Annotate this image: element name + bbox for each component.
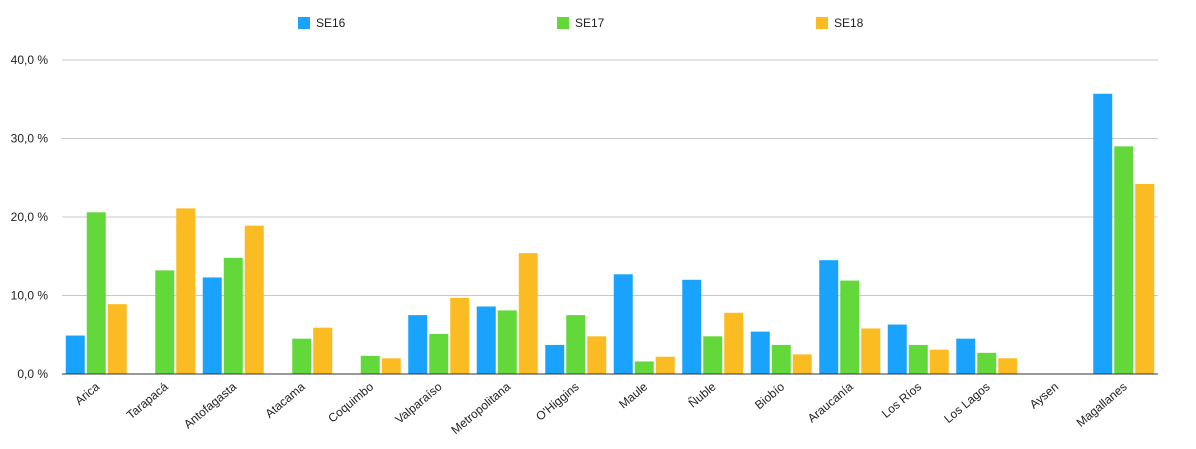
bar-se16-10 (750, 331, 770, 374)
bar-se16-9 (682, 279, 702, 374)
bar-se16-5 (408, 315, 428, 374)
bar-se17-7 (566, 315, 586, 374)
legend-label-se18: SE18 (834, 16, 864, 30)
bar-se16-7 (545, 344, 565, 374)
y-tick-label: 40,0 % (11, 53, 49, 67)
bar-se16-8 (613, 274, 633, 374)
x-category-label: Los Ríos (879, 380, 924, 421)
bar-se17-15 (1114, 146, 1134, 374)
x-category-label: Araucanía (805, 379, 856, 425)
bar-se18-11 (861, 328, 881, 374)
x-category-label: Magallanes (1074, 380, 1130, 430)
y-tick-label: 0,0 % (17, 367, 48, 381)
gridlines (62, 59, 1158, 296)
x-category-label: Aysen (1027, 380, 1061, 412)
x-category-label: Coquimbo (325, 379, 376, 425)
legend-swatch-se16 (298, 17, 310, 29)
legend: SE16 SE17 SE18 (298, 16, 864, 30)
y-tick-label: 30,0 % (11, 132, 49, 146)
bar-se17-5 (429, 333, 449, 374)
x-category-label: Atacama (262, 379, 308, 420)
bar-se17-12 (908, 344, 928, 374)
bar-se16-13 (956, 338, 976, 374)
bar-se16-6 (476, 306, 496, 374)
bar-se18-10 (792, 354, 812, 374)
x-axis-labels: Arica Tarapacá Antofagasta Atacama Coquimbo V… (72, 379, 1129, 437)
bar-se18-7 (587, 336, 607, 374)
bar-se17-10 (771, 344, 791, 374)
bar-se16-0 (65, 335, 85, 374)
legend-label-se16: SE16 (316, 16, 346, 30)
bar-se17-11 (840, 280, 860, 374)
bar-se17-8 (634, 361, 654, 374)
x-category-label: Arica (72, 379, 102, 408)
bar-se16-15 (1093, 93, 1113, 374)
bar-se16-12 (887, 324, 907, 374)
bar-se17-13 (977, 352, 997, 374)
x-category-label: O'Higgins (533, 380, 582, 424)
bar-se17-1 (155, 270, 175, 374)
bar-se18-0 (107, 304, 127, 374)
bars (65, 93, 1155, 374)
bar-se17-4 (360, 355, 380, 374)
bar-se18-4 (381, 358, 401, 374)
bar-se18-15 (1135, 184, 1155, 374)
x-category-label: Tarapacá (124, 379, 171, 422)
bar-se18-6 (518, 253, 538, 374)
bar-se17-2 (223, 257, 243, 374)
bar-se18-2 (244, 225, 264, 374)
bar-se16-2 (202, 277, 222, 374)
y-tick-label: 10,0 % (11, 289, 49, 303)
legend-swatch-se18 (816, 17, 828, 29)
x-category-label: Maule (616, 379, 650, 411)
bar-se18-9 (724, 312, 744, 374)
bar-se18-1 (176, 208, 196, 374)
legend-label-se17: SE17 (575, 16, 605, 30)
x-category-label: Ñuble (686, 379, 719, 410)
bar-se18-13 (998, 358, 1018, 374)
bar-se17-9 (703, 336, 723, 374)
x-category-label: Valparaíso (392, 379, 445, 426)
x-category-label: Antofagasta (181, 379, 239, 431)
bar-se18-12 (929, 349, 949, 374)
bar-se16-11 (819, 260, 839, 374)
bar-se17-3 (292, 338, 312, 374)
y-tick-label: 20,0 % (11, 210, 49, 224)
bar-se18-8 (655, 356, 675, 374)
x-category-label: Metropolitana (448, 379, 513, 437)
x-category-label: Los Lagos (941, 380, 992, 426)
x-category-label: Biobío (752, 379, 787, 412)
bar-se17-0 (86, 212, 106, 374)
bar-se18-5 (450, 297, 470, 374)
bar-se17-6 (497, 310, 517, 374)
legend-swatch-se17 (557, 17, 569, 29)
bar-se18-3 (313, 327, 333, 374)
y-axis-ticks: 0,0 % 10,0 % 20,0 % 30,0 % 40,0 % (11, 53, 49, 381)
